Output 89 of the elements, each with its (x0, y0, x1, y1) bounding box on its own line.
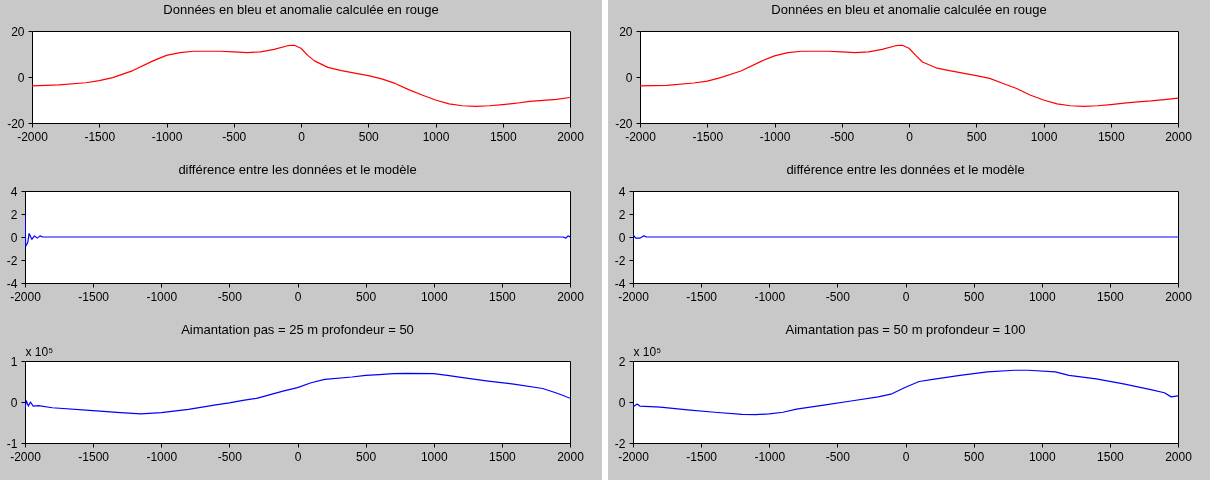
chart-title: différence entre les données et le modèle (786, 162, 1025, 177)
x-tick-label: -1000 (754, 449, 786, 464)
x-tick-label: -2000 (17, 129, 49, 144)
chart-title: Données en bleu et anomalie calculée en rouge (163, 2, 439, 17)
x-tick-label: -500 (217, 289, 243, 304)
x-tick-label: 2000 (557, 449, 585, 464)
line-series (640, 44, 1178, 108)
y-tick-label: -1 (6, 436, 18, 451)
y-tick-label: 2 (618, 354, 626, 369)
y-tick-label: 4 (618, 184, 626, 199)
x-tick-label: 1000 (420, 449, 448, 464)
x-tick-label: 1500 (489, 289, 517, 304)
x-tick-label: 1000 (422, 129, 450, 144)
x-tick-label: -1500 (78, 449, 110, 464)
x-tick-label: -2000 (618, 449, 650, 464)
y-tick-label: 20 (619, 24, 633, 39)
line-series (25, 372, 570, 415)
y-tick-label: -20 (615, 116, 633, 131)
x-tick-label: -1000 (151, 129, 183, 144)
x-tick-label: -1500 (686, 449, 718, 464)
line-series (633, 369, 1178, 416)
x-tick-label: -1500 (692, 129, 724, 144)
x-tick-label: 0 (298, 129, 306, 144)
y-tick-label: -4 (6, 276, 18, 291)
x-tick-label: 1500 (1097, 129, 1125, 144)
x-tick-label: -2000 (10, 289, 42, 304)
y-tick-label: 20 (11, 24, 25, 39)
line-series (25, 213, 570, 247)
x-tick-label: 2000 (1165, 449, 1193, 464)
x-tick-label: -500 (830, 129, 855, 144)
y-tick-label: -20 (7, 116, 25, 131)
x-tick-label: 2000 (1165, 129, 1193, 144)
y-tick-label: -2 (614, 436, 626, 451)
x-tick-label: 500 (356, 289, 377, 304)
x-tick-label: -1500 (84, 129, 116, 144)
x-tick-label: -1000 (754, 289, 786, 304)
x-tick-label: 0 (294, 449, 302, 464)
x-tick-label: -2000 (10, 449, 42, 464)
y-tick-label: 2 (10, 207, 18, 222)
x-tick-label: 1500 (489, 129, 517, 144)
y-tick-label: 0 (618, 230, 626, 245)
x-tick-label: -500 (825, 289, 851, 304)
x-tick-label: 1000 (1028, 289, 1056, 304)
line-series (32, 44, 570, 108)
y-tick-label: 0 (625, 70, 633, 85)
x-tick-label: 1000 (1028, 449, 1056, 464)
x-tick-label: 2000 (1165, 289, 1193, 304)
x-tick-label: -1500 (78, 289, 110, 304)
x-tick-label: 1500 (1097, 289, 1125, 304)
x-tick-label: 0 (902, 449, 910, 464)
y-tick-label: -2 (6, 253, 18, 268)
y-tick-label: 2 (618, 207, 626, 222)
y-tick-label: 0 (10, 395, 18, 410)
x-tick-label: 1500 (489, 449, 517, 464)
chart-title: Aimantation pas = 50 m profondeur = 100 (785, 322, 1026, 337)
x-tick-label: 0 (902, 289, 910, 304)
x-tick-label: -1000 (759, 129, 791, 144)
x-tick-label: 1000 (1030, 129, 1058, 144)
x-tick-label: -1500 (686, 289, 718, 304)
y-tick-label: -4 (614, 276, 626, 291)
y-tick-label: 0 (618, 395, 626, 410)
x-tick-label: -500 (825, 449, 851, 464)
chart-title: Données en bleu et anomalie calculée en rouge (771, 2, 1047, 17)
x-tick-label: 500 (966, 129, 988, 144)
x-tick-label: -500 (222, 129, 247, 144)
y-tick-label: 0 (17, 70, 25, 85)
x-tick-label: 2000 (557, 129, 585, 144)
x-tick-label: -1000 (146, 289, 178, 304)
y-tick-label: 1 (10, 354, 18, 369)
x-tick-label: -2000 (625, 129, 657, 144)
x-tick-label: 500 (358, 129, 380, 144)
x-tick-label: 1500 (1097, 449, 1125, 464)
y-axis-title: x 10⁵ (25, 344, 54, 359)
x-tick-label: 1000 (420, 289, 448, 304)
y-axis-title: x 10⁵ (633, 344, 662, 359)
x-tick-label: 500 (964, 449, 985, 464)
y-tick-label: -2 (614, 253, 626, 268)
x-tick-label: 2000 (557, 289, 585, 304)
y-tick-label: 0 (10, 230, 18, 245)
x-tick-label: -500 (217, 449, 243, 464)
x-tick-label: 500 (356, 449, 377, 464)
chart-title: différence entre les données et le modèle (178, 162, 417, 177)
x-tick-label: -2000 (618, 289, 650, 304)
chart-title: Aimantation pas = 25 m profondeur = 50 (181, 322, 414, 337)
x-tick-label: -1000 (146, 449, 178, 464)
x-tick-label: 0 (294, 289, 302, 304)
x-tick-label: 500 (964, 289, 985, 304)
x-tick-label: 0 (906, 129, 914, 144)
y-tick-label: 4 (10, 184, 18, 199)
